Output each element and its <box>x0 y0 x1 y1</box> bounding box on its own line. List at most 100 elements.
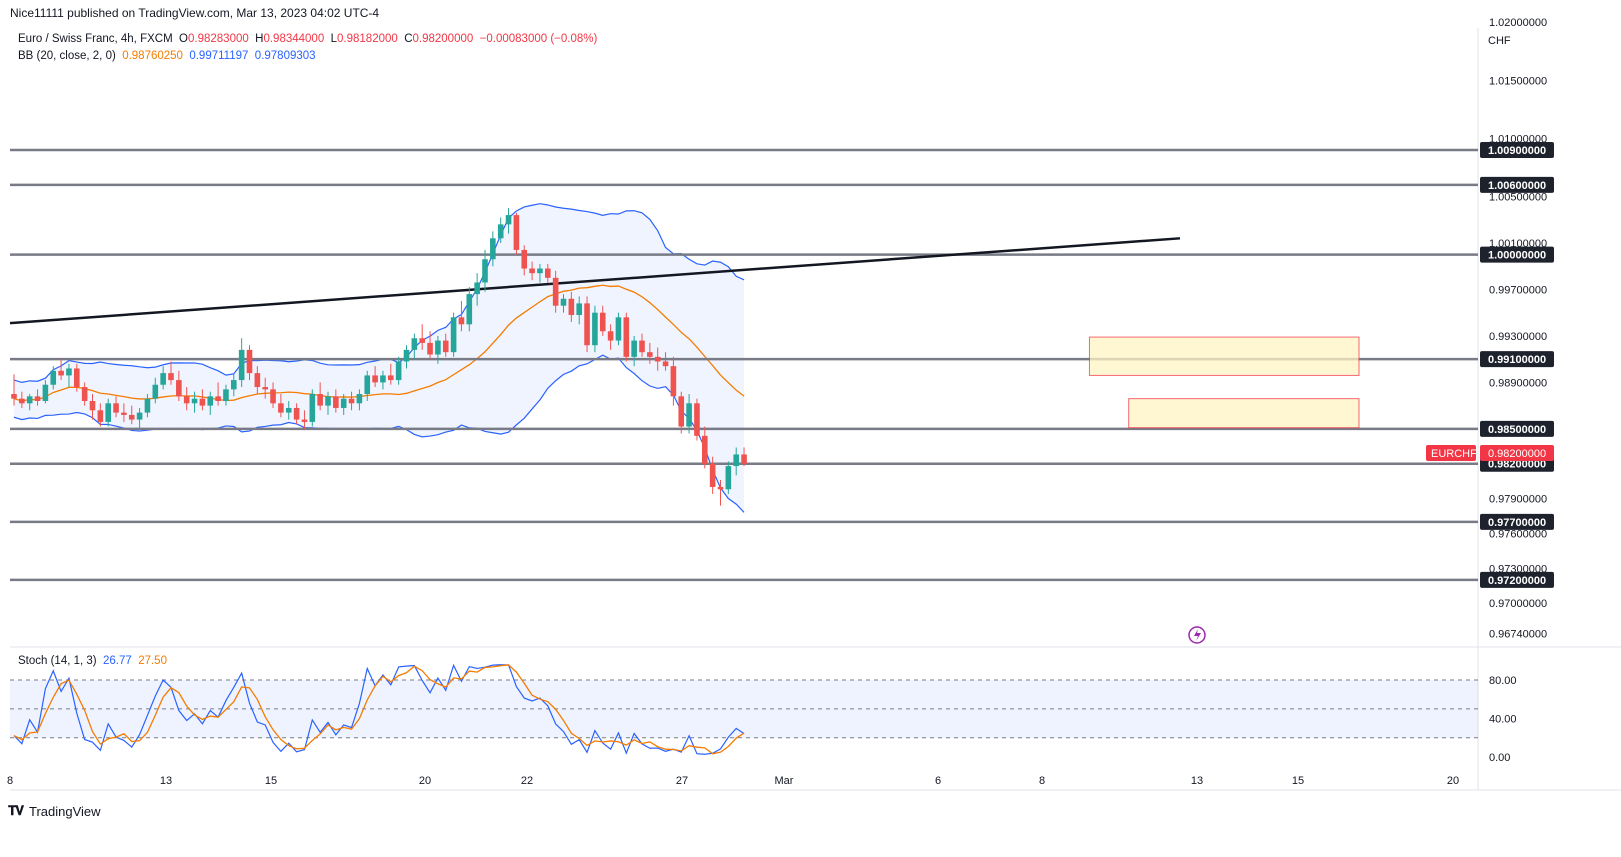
lightning-icon <box>1188 626 1206 644</box>
candle-body <box>639 340 645 353</box>
candle-body <box>66 368 72 376</box>
candle-body <box>686 403 692 427</box>
price-tick-label: 0.99700000 <box>1489 284 1547 296</box>
candle-body <box>568 298 575 316</box>
tradingview-logo-icon: 𝐓𝐕 <box>8 803 24 818</box>
candle-body <box>136 412 143 420</box>
level-tag-label: 0.98500000 <box>1488 424 1546 436</box>
level-tag-label: 1.00000000 <box>1488 250 1546 262</box>
price-tick-label: 0.98900000 <box>1489 377 1547 389</box>
price-tick-label: 1.02000000 <box>1489 17 1547 29</box>
candle-body <box>325 396 331 406</box>
level-tag <box>1480 513 1554 530</box>
candle-body <box>717 486 724 490</box>
stoch-band-fill <box>10 680 1478 738</box>
stoch-d-line <box>13 664 745 755</box>
level-tag <box>1480 142 1554 159</box>
price-tick-label: 0.97000000 <box>1489 598 1547 610</box>
candle-body <box>607 331 614 341</box>
candle-body <box>521 249 528 269</box>
candle-body <box>50 370 57 385</box>
bollinger-fill <box>14 203 745 513</box>
candle-body <box>364 375 371 395</box>
candle-body <box>160 373 166 385</box>
level-tag <box>1480 246 1554 263</box>
candle-body <box>144 398 151 413</box>
candle-body <box>340 398 347 408</box>
level-tag-label: 0.98200000 <box>1488 459 1546 471</box>
candle-body <box>631 340 637 357</box>
bb-upper-value: 0.99711197 <box>189 50 249 62</box>
high-value: 0.98344000 <box>263 33 325 45</box>
close-value: 0.98200000 <box>412 33 474 45</box>
level-tag <box>1480 420 1554 437</box>
candle-body <box>11 394 17 399</box>
candle-body <box>552 277 559 306</box>
candle-body <box>427 342 433 355</box>
candle-body <box>113 403 119 413</box>
candle-body <box>545 268 551 278</box>
candle-body <box>442 340 449 353</box>
candle-body <box>419 338 425 343</box>
candle-body <box>709 463 716 487</box>
stoch-tick-label: 80.00 <box>1489 675 1517 687</box>
symbol-legend: Euro / Swiss Franc, 4h, FXCM O0.98283000… <box>18 33 597 45</box>
candle-body <box>647 352 653 357</box>
bb-legend: BB (20, close, 2, 0) 0.98760250 0.997111… <box>18 50 316 62</box>
bb-lower-value: 0.97809303 <box>254 50 316 62</box>
level-tag <box>1480 571 1554 588</box>
candle-body <box>301 419 308 422</box>
last-price-tag <box>1480 445 1554 461</box>
level-tag <box>1480 176 1554 193</box>
candle-body <box>348 398 355 404</box>
candle-body <box>246 349 253 374</box>
candle-body <box>270 389 276 404</box>
candle-body <box>474 282 480 295</box>
candle-body <box>482 259 488 283</box>
candle-body <box>128 414 135 420</box>
price-tick-label: 0.99300000 <box>1489 331 1547 343</box>
candle-body <box>262 387 268 390</box>
candle-body <box>254 373 261 388</box>
stoch-d-value: 27.50 <box>138 655 167 667</box>
candle-body <box>403 349 410 362</box>
candle-body <box>183 396 190 404</box>
candle-body <box>42 384 49 401</box>
candle-body <box>497 224 504 239</box>
level-tag-label: 0.97700000 <box>1488 517 1546 529</box>
candle-body <box>662 361 669 367</box>
time-tick-label: 15 <box>265 775 277 787</box>
time-tick-label: 15 <box>1292 775 1304 787</box>
candle-body <box>725 466 732 490</box>
candle-body <box>105 403 111 422</box>
level-tag-label: 0.99100000 <box>1488 354 1546 366</box>
open-value: 0.98283000 <box>188 33 249 45</box>
time-tick-label: Mar <box>775 775 794 787</box>
close-label: C <box>404 33 413 45</box>
candle-body <box>694 403 700 436</box>
candle-body <box>388 375 394 381</box>
candle-body <box>317 394 323 406</box>
symbol-name: Euro / Swiss Franc, 4h, FXCM <box>18 33 173 45</box>
candle-body <box>207 396 214 406</box>
candle-body <box>215 396 221 401</box>
price-tick-label: 1.00500000 <box>1489 191 1547 203</box>
candle-body <box>278 403 284 413</box>
candle-body <box>466 294 473 325</box>
candle-body <box>599 312 606 332</box>
candle-body <box>395 361 402 381</box>
price-tick-label: 0.97900000 <box>1489 494 1547 506</box>
candle-body <box>333 396 339 408</box>
candle-body <box>654 356 661 362</box>
candle-body <box>34 396 41 401</box>
bb-label: BB (20, close, 2, 0) <box>18 50 116 62</box>
candle-body <box>490 238 496 260</box>
candle-body <box>670 366 677 397</box>
stoch-legend: Stoch (14, 1, 3) 26.77 27.50 <box>18 655 167 667</box>
stoch-label: Stoch (14, 1, 3) <box>18 655 97 667</box>
stoch-k-value: 26.77 <box>103 655 132 667</box>
stoch-tick-label: 40.00 <box>1489 714 1517 726</box>
candle-body <box>505 215 512 225</box>
candle-body <box>74 368 80 388</box>
